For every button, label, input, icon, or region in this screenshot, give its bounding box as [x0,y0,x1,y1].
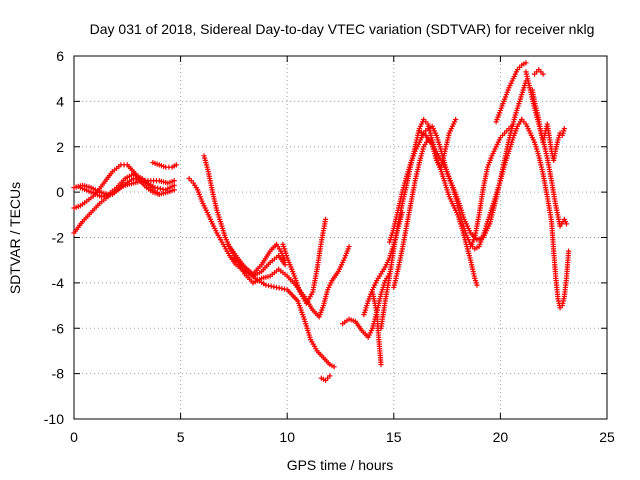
data-point [331,364,337,370]
data-point [346,243,352,250]
series-track-13 [369,289,384,368]
y-tick-label: -10 [44,411,64,427]
data-point [171,187,177,193]
x-axis-title: GPS time / hours [287,457,394,473]
y-tick-label: 4 [56,93,64,109]
data-point [171,178,177,184]
plot-frame [73,55,608,420]
chart-title: Day 031 of 2018, Sidereal Day-to-day VTE… [90,21,595,37]
y-tick-label: 2 [56,139,64,155]
series-track-11 [318,373,333,384]
data-point [399,209,405,216]
x-tick-label: 10 [279,429,295,445]
x-tick-label: 0 [70,429,78,445]
x-tick-label: 25 [599,429,615,445]
series-track-22 [523,69,570,229]
y-tick-label: -2 [52,230,65,246]
data-point [378,361,384,368]
series-track-9 [231,255,337,370]
data-marks [71,60,572,384]
y-tick-label: 0 [56,184,64,200]
data-point [561,126,567,132]
data-point [173,162,179,168]
series-track-21 [519,116,572,311]
series-track-17 [361,209,405,318]
series-track-24 [531,67,546,77]
x-tick-label: 5 [177,429,185,445]
series-track-20 [493,60,529,125]
data-point [540,71,546,77]
series-track-7 [201,153,352,320]
y-tick-label: -8 [52,366,65,382]
data-point [523,60,529,66]
data-point [322,216,329,222]
x-tick-label: 15 [386,429,402,445]
series-track-19 [467,121,516,250]
data-point [156,191,162,197]
y-axis-title: SDTVAR / TECUs [7,182,23,294]
y-tick-label: -4 [52,275,65,291]
data-point [566,248,572,254]
data-point [474,282,480,288]
series-track-18 [416,78,529,243]
data-point [510,121,516,127]
data-point [453,116,459,123]
data-point [171,182,177,188]
axes: 0 5 10 15 20 25 -10 -8 -6 -4 -2 0 2 4 6 [44,48,615,445]
grid [74,56,607,419]
y-tick-label: 6 [56,48,64,64]
y-tick-label: -6 [52,320,65,336]
series-track-5 [150,160,179,170]
data-point [327,373,333,379]
data-point [563,221,570,227]
data-point [282,262,288,268]
series-track-10 [280,216,329,306]
series-track-23 [529,87,567,163]
series-track-4 [77,175,177,200]
x-tick-label: 20 [493,429,509,445]
